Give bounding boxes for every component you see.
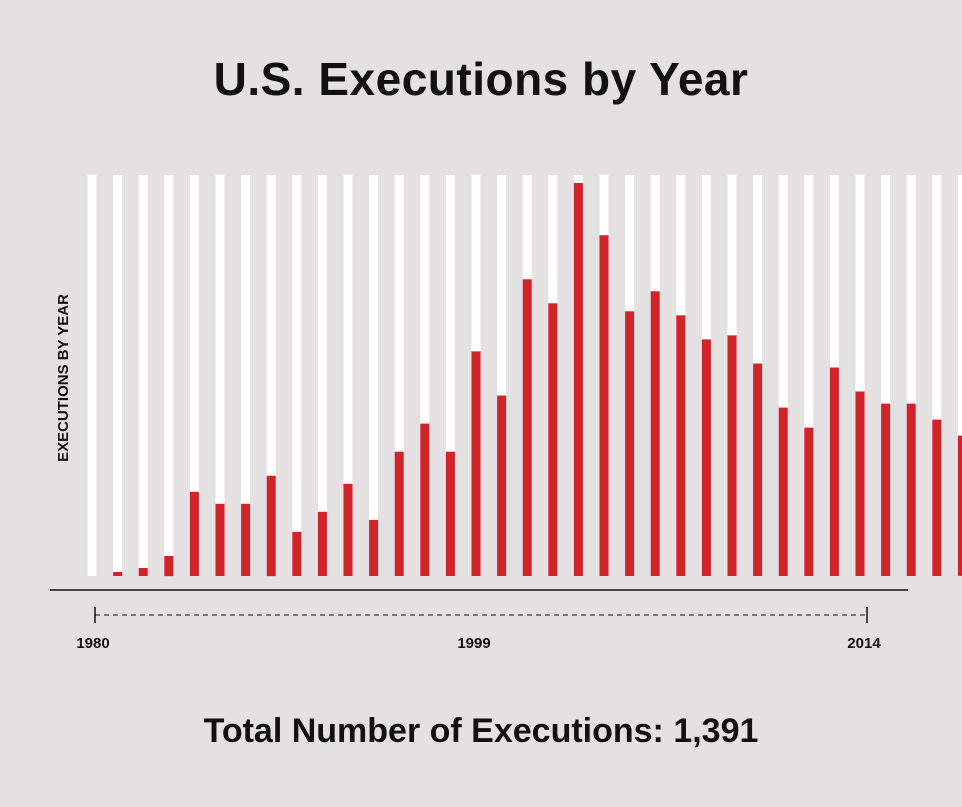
total-executions: Total Number of Executions: 1,391 — [203, 712, 759, 750]
chart-title: U.S. Executions by Year — [213, 53, 749, 105]
bar-track — [497, 175, 507, 576]
bar-track — [394, 175, 404, 576]
bar-track — [292, 175, 302, 576]
bar-2014 — [957, 435, 962, 576]
bar-1990 — [343, 483, 353, 576]
bar-1999 — [573, 183, 583, 576]
bar-1998 — [548, 303, 558, 576]
bar-1984 — [189, 491, 199, 576]
y-axis-label: EXECUTIONS BY YEAR — [55, 294, 72, 462]
bar-2001 — [625, 311, 635, 576]
bar-track — [855, 175, 865, 576]
bar-track — [317, 175, 327, 576]
bar-track — [241, 175, 251, 576]
bar-track — [420, 175, 430, 576]
bar-track — [804, 175, 814, 576]
bar-1989 — [317, 511, 327, 576]
bar-2013 — [932, 419, 942, 576]
bar-1987 — [266, 475, 276, 577]
bar-2006 — [753, 363, 763, 576]
bar-track — [343, 175, 353, 576]
bars-group — [87, 175, 962, 577]
bar-2008 — [804, 427, 814, 576]
bar-1995 — [471, 351, 481, 576]
bar-1981 — [113, 572, 123, 576]
bar-2009 — [829, 367, 839, 576]
bar-1992 — [394, 451, 404, 576]
bar-2012 — [906, 403, 916, 576]
x-tick-label-start: 1980 — [76, 635, 109, 652]
bar-1988 — [292, 531, 302, 576]
bar-1983 — [164, 556, 174, 577]
bar-track — [906, 175, 916, 576]
bar-1991 — [369, 519, 379, 576]
bar-track — [369, 175, 379, 576]
bar-2005 — [727, 335, 737, 576]
bar-1982 — [138, 568, 148, 576]
bar-2000 — [599, 235, 609, 576]
bar-track — [445, 175, 455, 576]
bar-1986 — [241, 503, 251, 576]
bar-track — [138, 175, 148, 576]
bar-track — [266, 175, 276, 576]
bar-2003 — [676, 315, 686, 576]
bar-2007 — [778, 407, 788, 576]
bar-2011 — [881, 403, 891, 576]
x-tick-label-end: 2014 — [847, 635, 881, 652]
bar-1997 — [522, 279, 532, 576]
bar-track — [881, 175, 891, 576]
bar-track — [215, 175, 225, 576]
bar-1985 — [215, 503, 225, 576]
bar-track — [932, 175, 942, 576]
bar-2004 — [701, 339, 711, 576]
bar-2002 — [650, 291, 660, 576]
bar-track — [164, 175, 174, 576]
bar-track — [189, 175, 199, 576]
bar-2010 — [855, 391, 865, 576]
bar-1994 — [445, 451, 455, 576]
bar-track — [778, 175, 788, 576]
bar-1993 — [420, 423, 430, 576]
bar-track — [957, 175, 962, 576]
bar-track — [87, 175, 97, 576]
bar-1996 — [497, 395, 507, 576]
x-tick-label-middle: 1999 — [457, 635, 490, 652]
bar-track — [113, 175, 123, 576]
